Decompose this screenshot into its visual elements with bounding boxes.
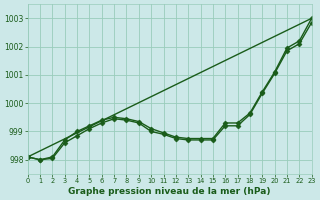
X-axis label: Graphe pression niveau de la mer (hPa): Graphe pression niveau de la mer (hPa) bbox=[68, 187, 271, 196]
